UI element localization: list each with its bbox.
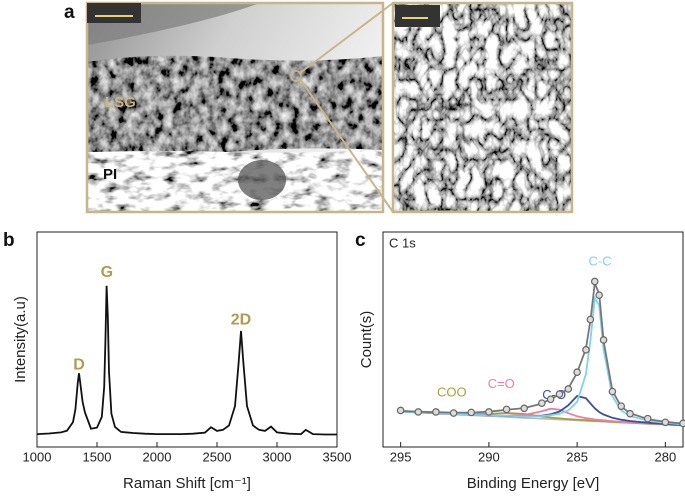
series-label: C-C: [589, 254, 612, 269]
panel-label: b: [3, 230, 15, 251]
data-point: [617, 402, 626, 410]
scale-bar-bg: [395, 5, 440, 27]
zoom-marker: [290, 70, 302, 82]
data-point: [599, 336, 608, 344]
x-tick-label: 295: [390, 449, 412, 464]
x-tick-label: 3000: [263, 449, 292, 464]
data-point: [573, 368, 581, 376]
series-label: C=O: [488, 376, 515, 391]
series-label: COO: [437, 385, 467, 400]
x-tick-label: 285: [566, 449, 588, 464]
data-point: [520, 404, 528, 413]
peak-label: 2D: [231, 311, 251, 328]
sem-image-left: [87, 3, 383, 212]
image-border: [391, 1, 574, 214]
data-point: [555, 390, 564, 398]
data-point: [586, 315, 595, 324]
data-point: [564, 385, 573, 393]
data-point: [449, 409, 458, 417]
data-point: [538, 399, 546, 407]
x-tick-label: 1000: [23, 449, 52, 464]
data-point: [608, 387, 617, 396]
image-border: [85, 1, 385, 214]
x-tick-label: 2000: [143, 449, 172, 464]
data-point: [546, 395, 555, 404]
x-tick-label: 3500: [323, 449, 352, 464]
x-axis-label: Binding Energy [eV]: [467, 475, 600, 492]
image-label: PI: [103, 166, 117, 183]
x-tick-label: 1500: [83, 449, 112, 464]
data-point: [432, 408, 440, 416]
zoom-line: [299, 78, 394, 213]
plot-frame: [36, 231, 338, 448]
data-point: [626, 409, 634, 418]
data-point: [414, 408, 423, 416]
data-point: [396, 406, 405, 415]
data-point: [582, 346, 590, 354]
x-axis-label: Raman Shift [cm⁻¹]: [123, 475, 251, 492]
image-label: LSG: [105, 94, 136, 111]
peak-label: G: [101, 264, 113, 281]
plot-frame: [382, 231, 684, 448]
chart-title: C 1s: [389, 235, 416, 250]
x-tick-label: 290: [478, 449, 500, 464]
zoom-line: [299, 2, 394, 74]
panel-label: a: [64, 2, 75, 23]
series-line: [36, 285, 337, 436]
data-point: [467, 408, 476, 417]
sem-image-right: [393, 3, 572, 212]
data-point: [661, 418, 670, 427]
data-point: [502, 405, 511, 414]
data-point: [595, 291, 603, 300]
panel-label: c: [355, 230, 366, 251]
data-point: [590, 277, 599, 286]
y-axis-label: Count(s): [358, 311, 375, 369]
x-tick-label: 280: [655, 449, 677, 464]
scale-bar-bg: [87, 3, 141, 23]
data-point: [679, 419, 685, 428]
peak-label: D: [73, 357, 85, 374]
data-point: [485, 408, 493, 416]
data-point: [643, 414, 652, 423]
y-axis-label: Intensity(a.u): [12, 296, 29, 383]
x-tick-label: 2500: [203, 449, 232, 464]
